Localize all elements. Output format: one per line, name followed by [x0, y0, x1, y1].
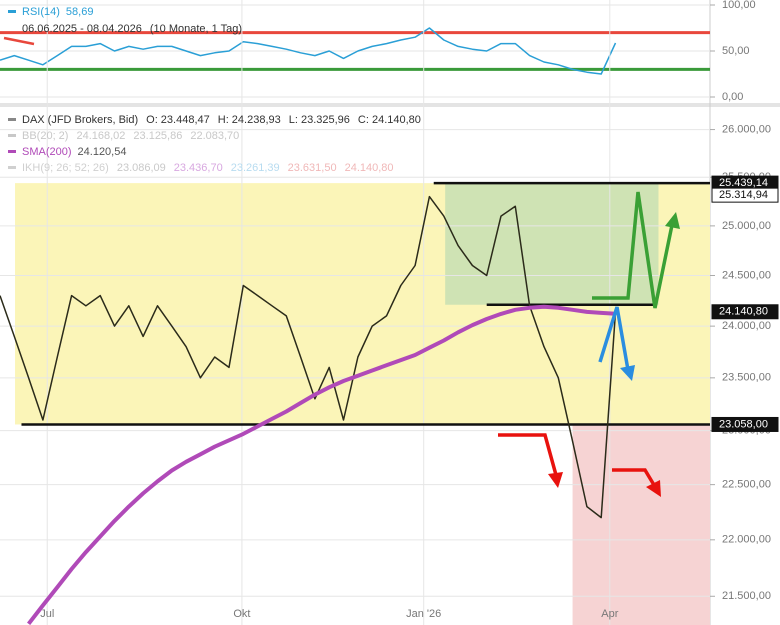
- series-line: [27, 304, 616, 625]
- indicator-value: 23.436,70: [174, 162, 223, 174]
- zone: [445, 183, 659, 305]
- price-label-box: [711, 187, 779, 203]
- price-label-box: [711, 416, 779, 432]
- x-tick-label: Jan '26: [406, 608, 441, 620]
- legend-text: SMA(200) 24.120,54: [22, 146, 126, 158]
- drawn-arrow: [592, 191, 674, 309]
- legend-swatch: [8, 166, 16, 169]
- indicator-value: 22.083,70: [190, 130, 239, 142]
- zone: [572, 424, 710, 625]
- legend-part: RSI(14): [22, 6, 60, 18]
- indicator-value: 24.140,80: [345, 162, 394, 174]
- series-line: [0, 27, 617, 75]
- drawn-line: [3, 36, 35, 46]
- legend-part: 58,69: [66, 6, 94, 18]
- ohlc: L: 23.325,96: [289, 114, 350, 126]
- price-name: DAX (JFD Brokers, Bid): [22, 114, 138, 126]
- x-tick-label: Jul: [40, 608, 54, 620]
- y-tick-label: 24.500,00: [722, 269, 771, 281]
- legend-part: SMA(200): [22, 146, 72, 158]
- price-label: 23.058,00: [719, 418, 768, 430]
- legend-swatch: [8, 10, 16, 13]
- indicator-name: BB(20; 2): [22, 130, 68, 142]
- indicator-value: 23.631,50: [288, 162, 337, 174]
- legend-text: RSI(14) 58,69: [22, 6, 93, 18]
- y-tick-label: 50,00: [722, 45, 750, 57]
- y-tick-label: 22.500,00: [722, 479, 771, 491]
- indicator-value: 23.261,39: [231, 162, 280, 174]
- y-tick-label: 100,00: [722, 0, 756, 11]
- drawn-arrow: [598, 306, 630, 371]
- drawn-arrow: [498, 433, 558, 476]
- indicator-legend: IKH(9; 26; 52; 26) 23.086,09 23.436,70 23.2…: [22, 162, 394, 174]
- legend-part: 24.120,54: [78, 146, 127, 158]
- ohlc: H: 24.238,93: [218, 114, 281, 126]
- ohlc: C: 24.140,80: [358, 114, 421, 126]
- legend-swatch: [8, 134, 16, 137]
- indicator-value: 23.125,86: [133, 130, 182, 142]
- price-label-box: [711, 304, 779, 320]
- panel-separator: [0, 103, 780, 107]
- indicator-value: 23.086,09: [117, 162, 166, 174]
- y-tick-label: 26.000,00: [722, 123, 771, 135]
- y-tick-label: 21.500,00: [722, 590, 771, 602]
- y-tick-label: 25.000,00: [722, 220, 771, 232]
- price-label: 25.314,94: [719, 189, 768, 201]
- price-label: 25.439,14: [719, 177, 768, 189]
- series-line: [0, 195, 617, 519]
- period-range: 06.06.2025 - 08.04.2026: [22, 23, 142, 35]
- indicator-name: IKH(9; 26; 52; 26): [22, 162, 109, 174]
- arrow-head: [548, 472, 563, 488]
- price-label: 24.140,80: [719, 306, 768, 318]
- x-tick-label: Okt: [233, 608, 250, 620]
- period: 06.06.2025 - 08.04.2026 (10 Monate, 1 Tag…: [22, 23, 242, 35]
- x-tick-label: Apr: [601, 608, 618, 620]
- y-tick-label: 23.500,00: [722, 372, 771, 384]
- arrow-head: [620, 365, 635, 381]
- arrow-head: [646, 480, 661, 497]
- y-tick-label: 24.000,00: [722, 320, 771, 332]
- drawn-arrow: [612, 468, 656, 486]
- legend-swatch: [8, 150, 16, 153]
- ohlc: O: 23.448,47: [146, 114, 210, 126]
- indicator-value: 24.168,02: [76, 130, 125, 142]
- indicator-legend: BB(20; 2) 24.168,02 23.125,86 22.083,70: [22, 130, 239, 142]
- price-legend: DAX (JFD Brokers, Bid) O: 23.448,47 H: 24.…: [22, 114, 421, 126]
- y-tick-label: 0,00: [722, 91, 743, 103]
- legend-swatch: [8, 118, 16, 121]
- arrow-head: [665, 212, 680, 229]
- period-note: (10 Monate, 1 Tag): [150, 23, 242, 35]
- y-tick-label: 22.000,00: [722, 534, 771, 546]
